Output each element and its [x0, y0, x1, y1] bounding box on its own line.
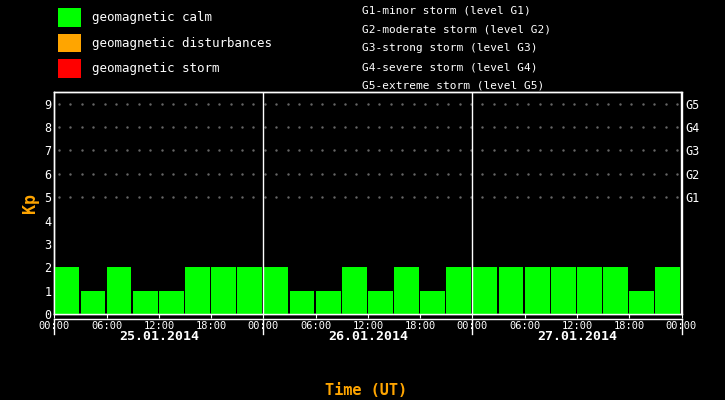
Text: 27.01.2014: 27.01.2014	[537, 330, 617, 343]
Bar	[80, 291, 105, 314]
Bar	[655, 267, 680, 314]
Bar	[315, 291, 341, 314]
Y-axis label: Kp: Kp	[21, 193, 39, 213]
Bar	[473, 267, 497, 314]
Bar	[133, 291, 157, 314]
Bar	[58, 34, 81, 52]
Bar	[525, 267, 550, 314]
Bar	[185, 267, 210, 314]
Text: G4-severe storm (level G4): G4-severe storm (level G4)	[362, 62, 538, 72]
Bar	[629, 291, 654, 314]
Bar	[341, 267, 367, 314]
Bar	[211, 267, 236, 314]
Text: geomagnetic disturbances: geomagnetic disturbances	[92, 36, 272, 50]
Bar	[551, 267, 576, 314]
Bar	[107, 267, 131, 314]
Bar	[58, 59, 81, 78]
Text: G1-minor storm (level G1): G1-minor storm (level G1)	[362, 5, 531, 15]
Bar	[54, 267, 79, 314]
Bar	[237, 267, 262, 314]
Bar	[577, 267, 602, 314]
Bar	[603, 267, 628, 314]
Bar	[263, 267, 289, 314]
Text: G2-moderate storm (level G2): G2-moderate storm (level G2)	[362, 24, 552, 34]
Bar	[499, 267, 523, 314]
Text: 25.01.2014: 25.01.2014	[119, 330, 199, 343]
Text: G3-strong storm (level G3): G3-strong storm (level G3)	[362, 43, 538, 53]
Bar	[420, 291, 445, 314]
Bar	[368, 291, 393, 314]
Bar	[159, 291, 183, 314]
Bar	[58, 8, 81, 27]
Text: 26.01.2014: 26.01.2014	[328, 330, 408, 343]
Bar	[289, 291, 315, 314]
Text: geomagnetic calm: geomagnetic calm	[92, 11, 212, 24]
Text: G5-extreme storm (level G5): G5-extreme storm (level G5)	[362, 81, 544, 91]
Text: Time (UT): Time (UT)	[325, 383, 407, 398]
Bar	[394, 267, 419, 314]
Bar	[447, 267, 471, 314]
Text: geomagnetic storm: geomagnetic storm	[92, 62, 220, 75]
